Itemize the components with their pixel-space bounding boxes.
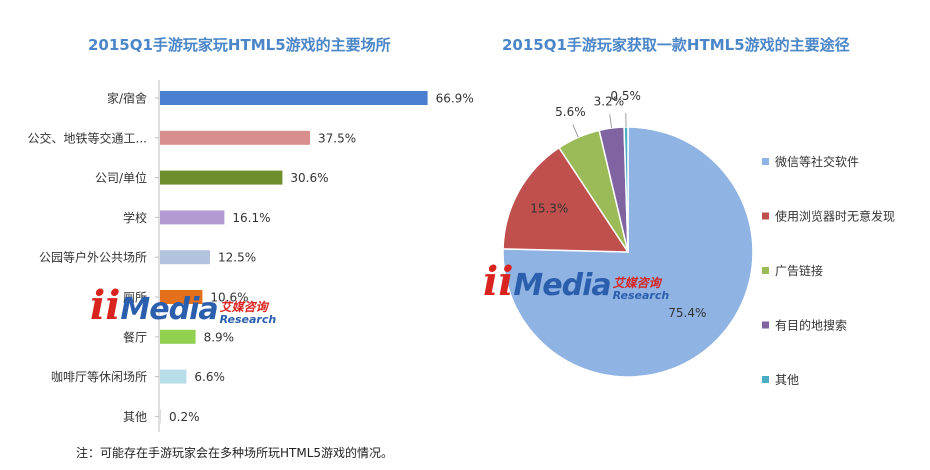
bar-category-label: 公交、地铁等交通工... xyxy=(28,130,147,145)
bar-value-label: 0.2% xyxy=(169,410,200,424)
legend-label: 使用浏览器时无意发现 xyxy=(775,209,895,224)
legend-swatch xyxy=(762,321,769,329)
bar-category-label: 其他 xyxy=(123,410,147,424)
bar-category-label: 咖啡厅等休闲场所 xyxy=(51,369,147,384)
pie-value-label: 15.3% xyxy=(530,201,568,215)
pie-value-label: 0.5% xyxy=(610,89,641,103)
legend-swatch xyxy=(762,376,769,383)
bar-category-label: 公司/单位 xyxy=(95,170,147,185)
bar-category-label: 餐厅 xyxy=(123,329,147,344)
pie-chart-title: 2015Q1手游玩家获取一款HTML5游戏的主要途径 xyxy=(502,36,850,54)
watermark-en: Research xyxy=(612,289,670,302)
bar-value-label: 12.5% xyxy=(218,251,256,265)
bar-value-label: 16.1% xyxy=(232,211,270,225)
watermark-ii: ii xyxy=(483,258,514,305)
pie-value-label: 5.6% xyxy=(555,105,586,119)
bar-category-label: 学校 xyxy=(123,210,147,225)
pie-leader-line xyxy=(609,114,612,129)
watermark-media: Media xyxy=(120,292,218,327)
bar-value-label: 66.9% xyxy=(436,92,474,106)
imedia-watermark-left: ii Media 艾媒咨询 Research xyxy=(90,286,276,326)
legend-swatch xyxy=(762,212,769,220)
imedia-watermark-right: ii Media 艾媒咨询 Research xyxy=(483,262,669,302)
bar-category-label: 厕所 xyxy=(123,291,147,305)
bar xyxy=(160,290,203,304)
bar xyxy=(160,130,310,145)
pie-value-label: 75.4% xyxy=(668,306,706,320)
legend-swatch xyxy=(762,158,769,165)
bar-category-label: 家/宿舍 xyxy=(107,91,147,106)
bar-value-label: 30.6% xyxy=(290,171,328,185)
watermark-cn: 艾媒咨询 xyxy=(219,300,268,314)
legend-label: 广告链接 xyxy=(775,263,823,278)
watermark-cn: 艾媒咨询 xyxy=(612,276,661,290)
bar-value-label: 10.6% xyxy=(210,291,248,305)
bar xyxy=(160,170,283,185)
legend-swatch xyxy=(762,267,769,274)
pie-slice xyxy=(502,146,630,253)
legend-label: 有目的地搜索 xyxy=(775,318,847,333)
watermark-en: Research xyxy=(219,313,277,326)
bar xyxy=(160,250,210,265)
footnote: 注：可能存在手游玩家会在多种场所玩HTML5游戏的情况。 xyxy=(76,446,394,460)
bar xyxy=(160,91,428,105)
legend-label: 其他 xyxy=(775,373,799,387)
pie-slice xyxy=(623,126,629,253)
watermark-ii: ii xyxy=(90,282,121,329)
bar xyxy=(160,369,187,384)
bar-value-label: 6.6% xyxy=(194,370,225,384)
bar xyxy=(160,409,161,424)
bar-value-label: 37.5% xyxy=(318,131,356,145)
bar-chart-title: 2015Q1手游玩家玩HTML5游戏的主要场所 xyxy=(88,36,391,54)
bar xyxy=(160,329,196,344)
bar-category-label: 公园等户外公共场所 xyxy=(39,250,147,265)
watermark-media: Media xyxy=(513,268,611,303)
pie-value-label: 3.2% xyxy=(594,94,625,108)
legend-label: 微信等社交软件 xyxy=(775,154,859,169)
pie-leader-line xyxy=(572,124,579,138)
bar xyxy=(160,210,225,225)
bar-value-label: 8.9% xyxy=(204,330,235,344)
